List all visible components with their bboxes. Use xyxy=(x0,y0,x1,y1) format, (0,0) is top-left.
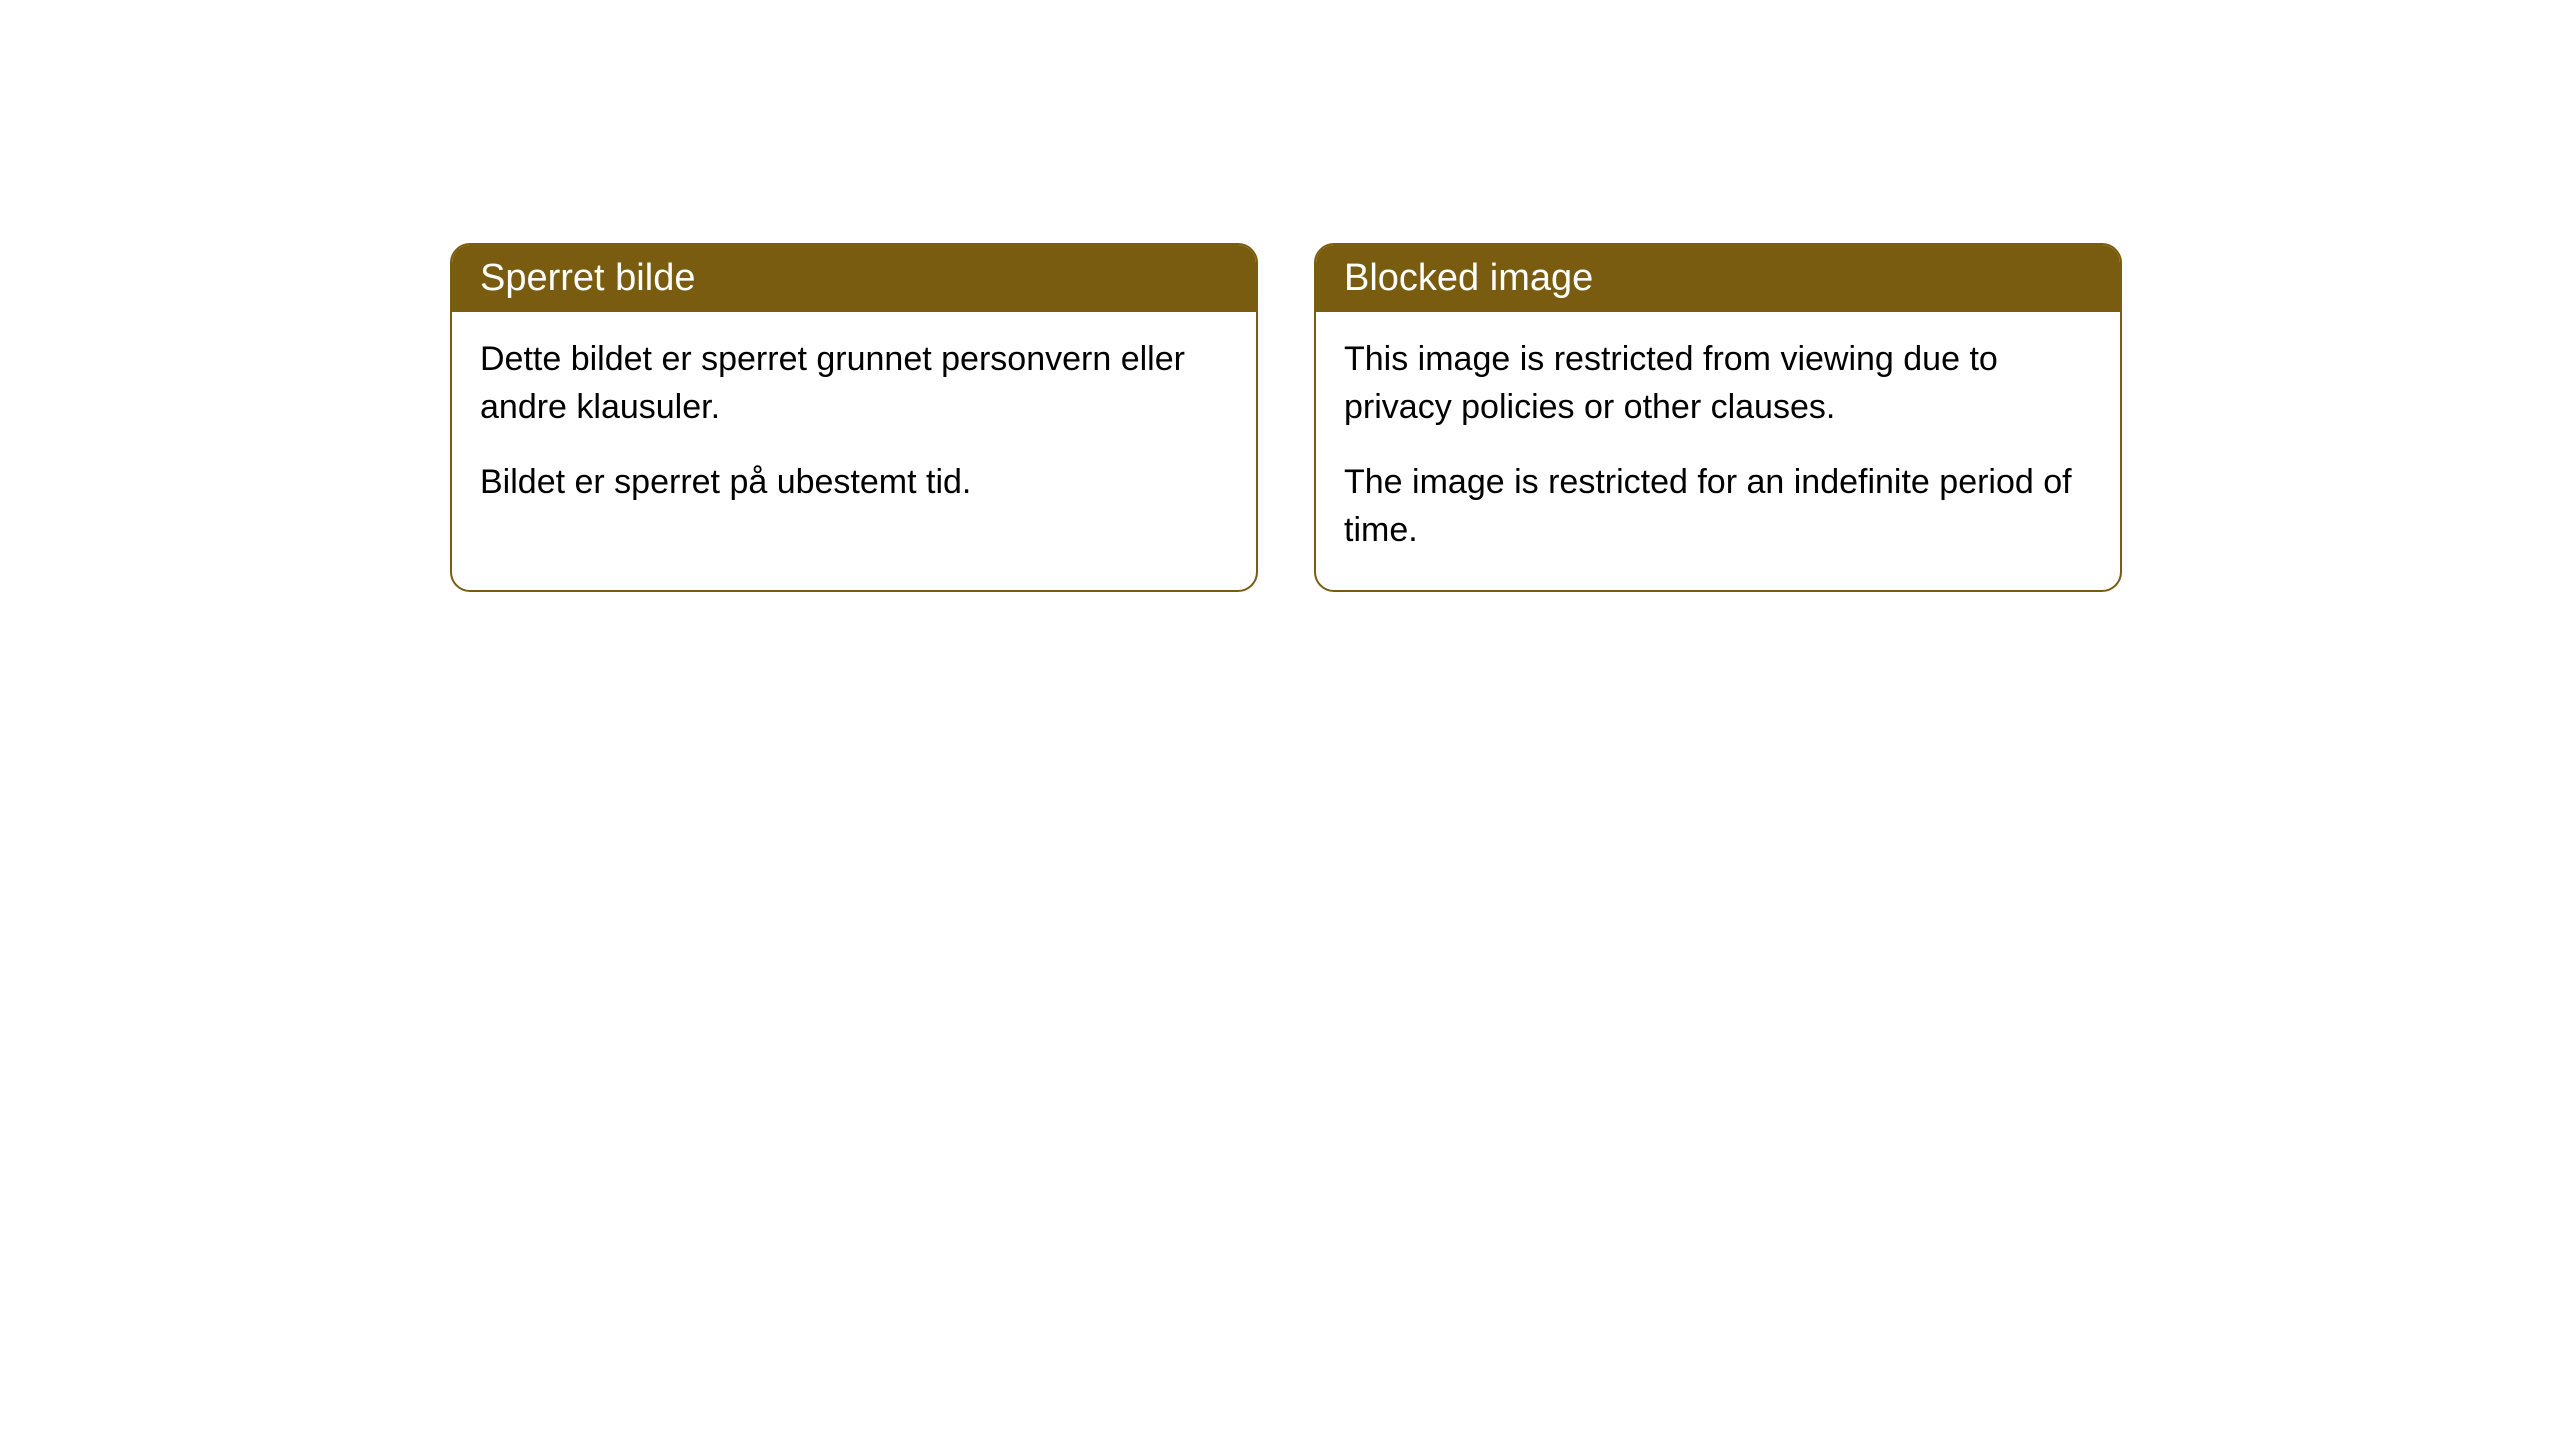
notice-card-norwegian: Sperret bilde Dette bildet er sperret gr… xyxy=(450,243,1258,592)
notice-paragraph: Dette bildet er sperret grunnet personve… xyxy=(480,336,1228,431)
card-header: Sperret bilde xyxy=(452,245,1256,312)
notice-cards-container: Sperret bilde Dette bildet er sperret gr… xyxy=(450,243,2122,592)
card-body: This image is restricted from viewing du… xyxy=(1316,312,2120,590)
notice-paragraph: Bildet er sperret på ubestemt tid. xyxy=(480,459,1228,507)
notice-card-english: Blocked image This image is restricted f… xyxy=(1314,243,2122,592)
notice-paragraph: The image is restricted for an indefinit… xyxy=(1344,459,2092,554)
notice-paragraph: This image is restricted from viewing du… xyxy=(1344,336,2092,431)
card-body: Dette bildet er sperret grunnet personve… xyxy=(452,312,1256,543)
card-header: Blocked image xyxy=(1316,245,2120,312)
